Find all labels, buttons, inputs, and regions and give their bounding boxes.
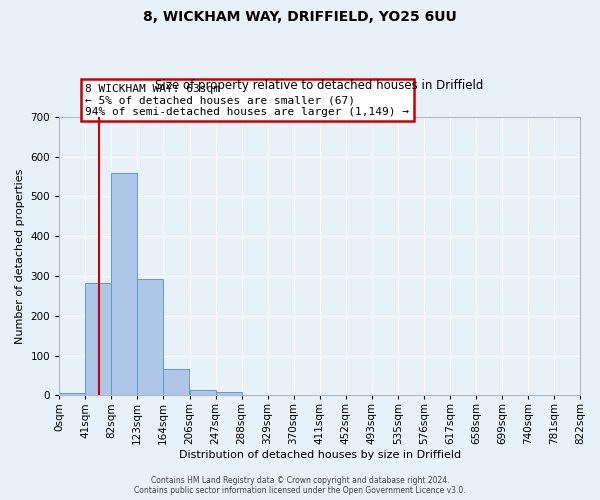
Bar bbox=[111, 174, 137, 396]
Bar bbox=[59, 392, 85, 396]
Title: Size of property relative to detached houses in Driffield: Size of property relative to detached ho… bbox=[155, 79, 484, 92]
Text: Contains HM Land Registry data © Crown copyright and database right 2024.
Contai: Contains HM Land Registry data © Crown c… bbox=[134, 476, 466, 495]
Bar bbox=[137, 279, 163, 396]
X-axis label: Distribution of detached houses by size in Driffield: Distribution of detached houses by size … bbox=[179, 450, 461, 460]
Bar bbox=[215, 392, 242, 396]
Bar bbox=[190, 390, 215, 396]
Text: 8 WICKHAM WAY: 63sqm
← 5% of detached houses are smaller (67)
94% of semi-detach: 8 WICKHAM WAY: 63sqm ← 5% of detached ho… bbox=[85, 84, 409, 117]
Bar bbox=[85, 283, 111, 396]
Text: 8, WICKHAM WAY, DRIFFIELD, YO25 6UU: 8, WICKHAM WAY, DRIFFIELD, YO25 6UU bbox=[143, 10, 457, 24]
Bar bbox=[163, 368, 189, 396]
Y-axis label: Number of detached properties: Number of detached properties bbox=[15, 168, 25, 344]
